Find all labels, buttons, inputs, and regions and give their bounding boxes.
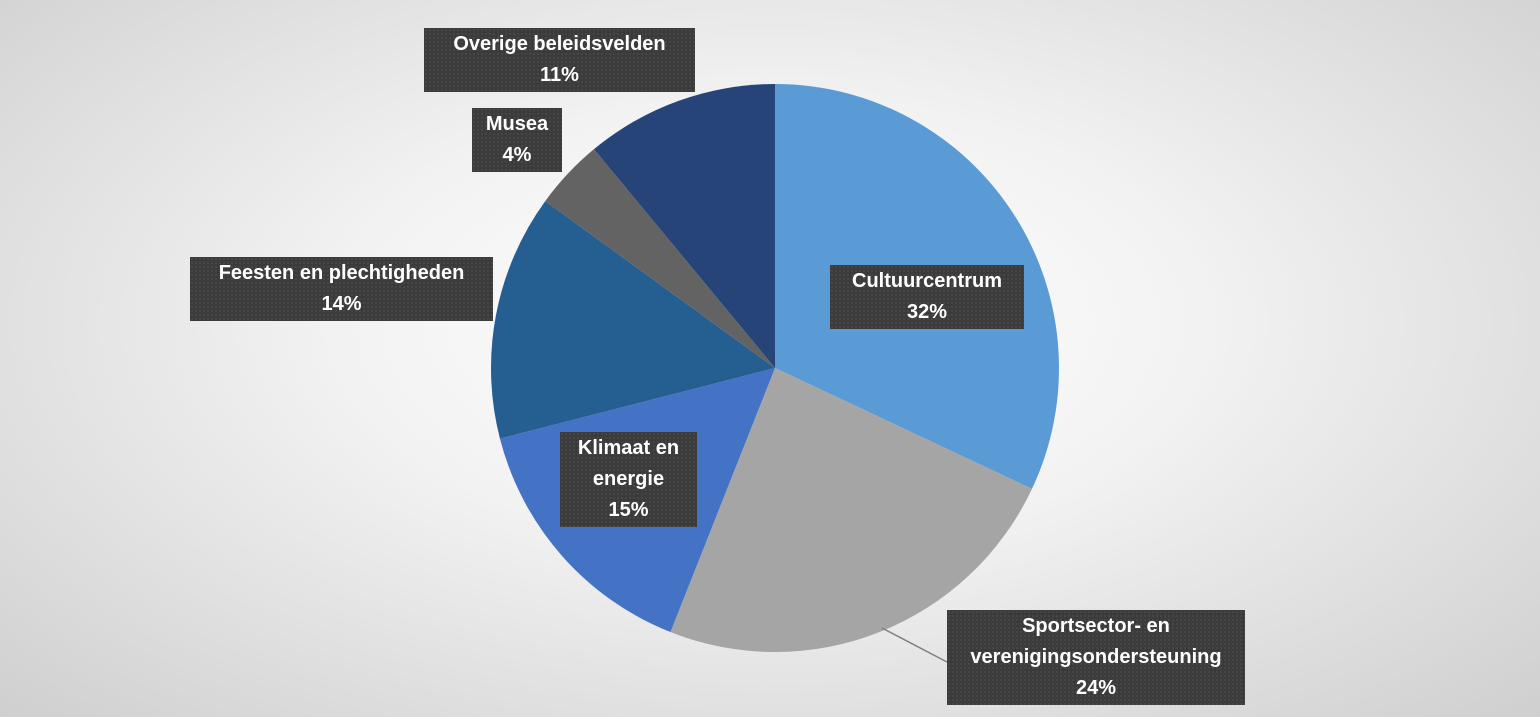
category-name: Cultuurcentrum [852, 270, 1002, 292]
value-label: 11% [540, 64, 579, 86]
value-label: 24% [1075, 677, 1117, 699]
data-label: Musea 4% [472, 108, 562, 172]
data-label: Overige beleidsvelden 11% [424, 28, 695, 92]
pie-slice [593, 84, 775, 368]
category-name: Musea [485, 113, 549, 135]
data-label: Feesten en plechtigheden 14% [190, 257, 493, 321]
value-label: 32% [906, 301, 948, 323]
category-name: Feesten en plechtigheden [218, 262, 465, 284]
data-label: Klimaat en energie 15% [560, 432, 697, 527]
pie-slice [491, 201, 775, 439]
category-name: Klimaat en energie [577, 437, 680, 490]
value-label: 4% [502, 144, 532, 166]
data-label: Sportsector- en verenigingsondersteuning… [947, 610, 1245, 705]
category-name: Sportsector- en verenigingsondersteuning [970, 615, 1222, 668]
leader-line [881, 627, 948, 663]
pie-slice [545, 149, 775, 368]
value-label: 14% [321, 293, 362, 315]
data-label: Cultuurcentrum 32% [830, 265, 1024, 329]
category-name: Overige beleidsvelden [453, 33, 666, 55]
pie-slice [670, 368, 1032, 652]
value-label: 15% [608, 499, 649, 521]
